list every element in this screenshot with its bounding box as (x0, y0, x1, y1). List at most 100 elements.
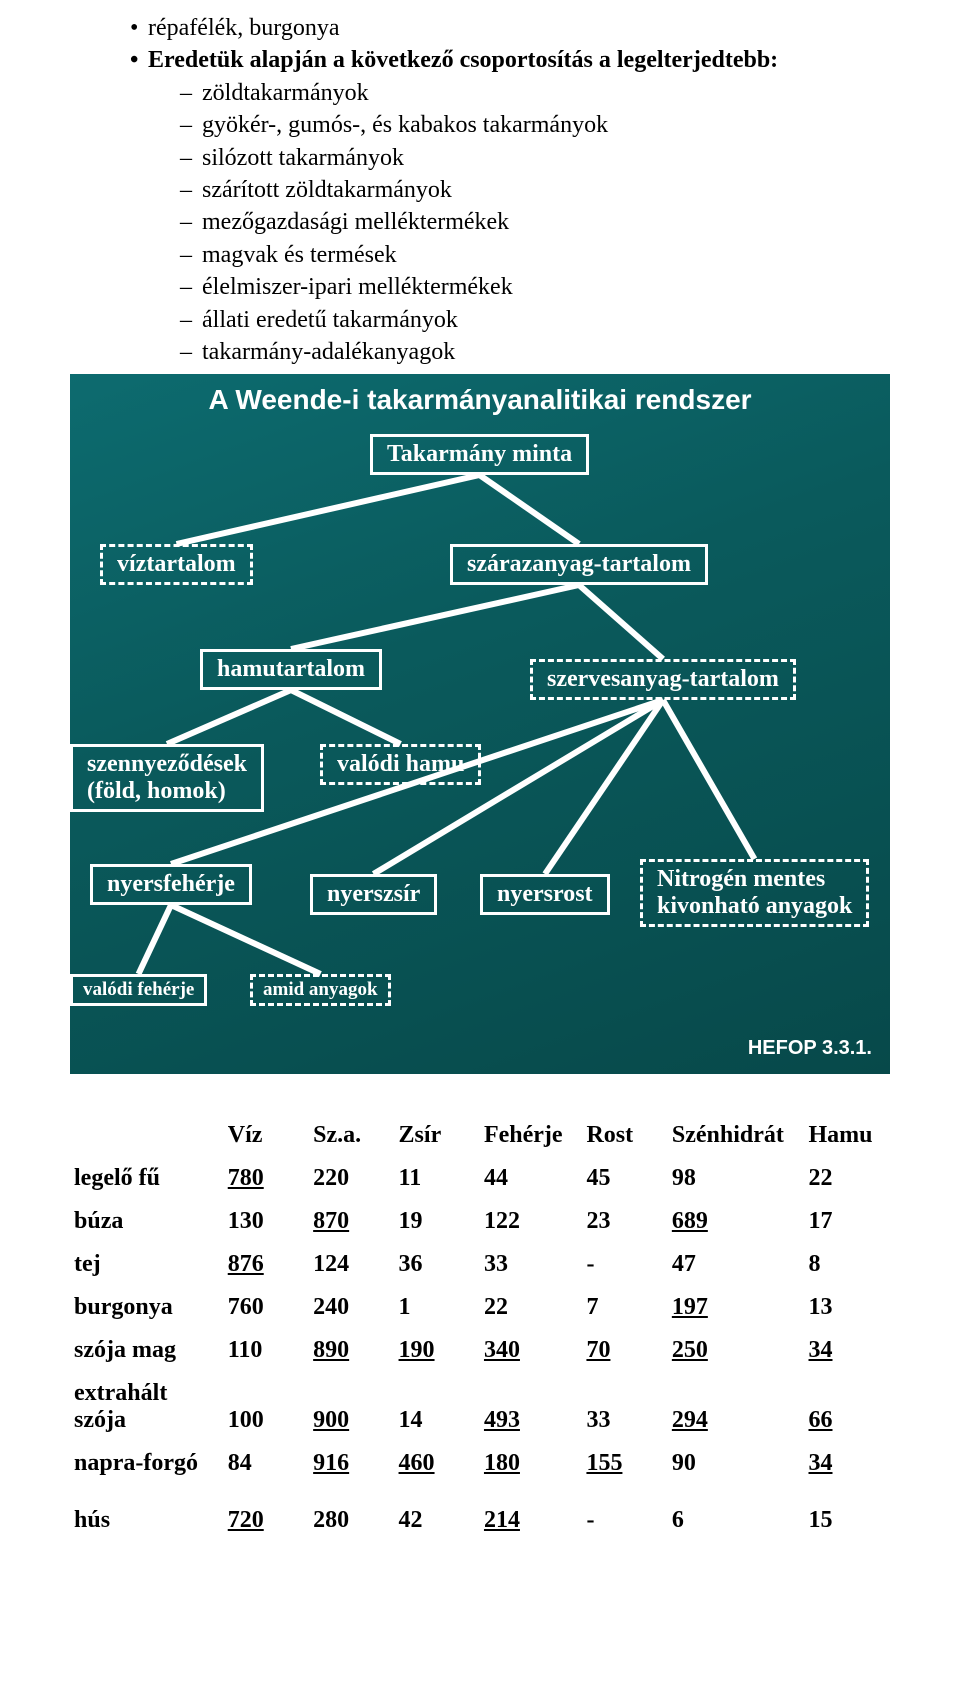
node-amid-anyagok: amid anyagok (250, 974, 391, 1006)
cell: 15 (805, 1499, 891, 1542)
bullet-lvl2-4: mezőgazdasági melléktermékek (180, 206, 890, 238)
bullet-lvl2-0: zöldtakarmányok (180, 77, 890, 109)
cell: 98 (668, 1157, 805, 1200)
row-name: napra-forgó (70, 1442, 224, 1485)
table-col-7: Hamu (805, 1114, 891, 1157)
cell: 66 (805, 1372, 891, 1442)
table-row: hús72028042214-615 (70, 1499, 890, 1542)
bullet-lvl2-5: magvak és termések (180, 239, 890, 271)
table-col-5: Rost (582, 1114, 667, 1157)
bullet-lvl2-3: szárított zöldtakarmányok (180, 174, 890, 206)
table-col-3: Zsír (395, 1114, 480, 1157)
row-name: legelő fű (70, 1157, 224, 1200)
bullet-lvl2-7: állati eredetű takarmányok (180, 304, 890, 336)
cell: 155 (582, 1442, 667, 1485)
cell: 84 (224, 1442, 309, 1485)
cell: 122 (480, 1200, 582, 1243)
diagram-footer-hefop: HEFOP 3.3.1. (748, 1037, 872, 1060)
cell: 460 (395, 1442, 480, 1485)
node-viztartalom: víztartalom (100, 544, 253, 585)
bullet-lvl1-eredetuk: Eredetük alapján a következő csoportosít… (130, 44, 890, 76)
cell: 23 (582, 1200, 667, 1243)
cell: 916 (309, 1442, 394, 1485)
cell: 22 (805, 1157, 891, 1200)
cell: 250 (668, 1329, 805, 1372)
bullet-list-level2: zöldtakarmányok gyökér-, gumós-, és kaba… (130, 77, 890, 369)
node-valodi-hamu: valódi hamu (320, 744, 481, 785)
cell: 90 (668, 1442, 805, 1485)
cell: 1 (395, 1286, 480, 1329)
table-row: legelő fű7802201144459822 (70, 1157, 890, 1200)
cell: 280 (309, 1499, 394, 1542)
table-col-0 (70, 1114, 224, 1157)
row-name: szója mag (70, 1329, 224, 1372)
cell: 876 (224, 1243, 309, 1286)
row-name: burgonya (70, 1286, 224, 1329)
cell: 47 (668, 1243, 805, 1286)
bullet-lvl2-6: élelmiszer-ipari melléktermékek (180, 271, 890, 303)
cell: 100 (224, 1372, 309, 1442)
table-col-6: Szénhidrát (668, 1114, 805, 1157)
table-col-1: Víz (224, 1114, 309, 1157)
node-root: Takarmány minta (370, 434, 589, 475)
table-row: szója mag1108901903407025034 (70, 1329, 890, 1372)
cell: 720 (224, 1499, 309, 1542)
row-name: extrahált szója (70, 1372, 224, 1442)
composition-table: VízSz.a.ZsírFehérjeRostSzénhidrátHamu le… (70, 1114, 890, 1542)
cell: 220 (309, 1157, 394, 1200)
table-header-row: VízSz.a.ZsírFehérjeRostSzénhidrátHamu (70, 1114, 890, 1157)
bullet-lvl2-8: takarmány-adalékanyagok (180, 336, 890, 368)
table-row: extrahált szója100900144933329466 (70, 1372, 890, 1442)
cell: 14 (395, 1372, 480, 1442)
node-szennyezodesek: szennyeződések(föld, homok) (70, 744, 264, 812)
cell: 45 (582, 1157, 667, 1200)
table-row: napra-forgó849164601801559034 (70, 1442, 890, 1485)
cell: 760 (224, 1286, 309, 1329)
bullet-list-level1: répafélék, burgonya Eredetük alapján a k… (70, 12, 890, 368)
row-name: tej (70, 1243, 224, 1286)
table-col-2: Sz.a. (309, 1114, 394, 1157)
table-row: búza130870191222368917 (70, 1200, 890, 1243)
cell: 130 (224, 1200, 309, 1243)
cell: 180 (480, 1442, 582, 1485)
row-name: búza (70, 1200, 224, 1243)
cell: 493 (480, 1372, 582, 1442)
composition-table-wrap: VízSz.a.ZsírFehérjeRostSzénhidrátHamu le… (70, 1114, 890, 1542)
table-col-4: Fehérje (480, 1114, 582, 1157)
cell: 33 (582, 1372, 667, 1442)
node-szervesanyag: szervesanyag-tartalom (530, 659, 796, 700)
bullet-lvl2-2: silózott takarmányok (180, 142, 890, 174)
table-head: VízSz.a.ZsírFehérjeRostSzénhidrátHamu (70, 1114, 890, 1157)
cell: 8 (805, 1243, 891, 1286)
bullet-lvl2-1: gyökér-, gumós-, és kabakos takarmányok (180, 109, 890, 141)
cell: 7 (582, 1286, 667, 1329)
cell: 17 (805, 1200, 891, 1243)
cell: 689 (668, 1200, 805, 1243)
node-hamutartalom: hamutartalom (200, 649, 382, 690)
node-nyerszsir: nyerszsír (310, 874, 437, 915)
cell: 294 (668, 1372, 805, 1442)
table-body: legelő fű7802201144459822búza13087019122… (70, 1157, 890, 1542)
cell: 44 (480, 1157, 582, 1200)
node-szarazanyag: szárazanyag-tartalom (450, 544, 708, 585)
cell: 11 (395, 1157, 480, 1200)
bullet-lvl1-repafelek: répafélék, burgonya (130, 12, 890, 44)
node-nyersrost: nyersrost (480, 874, 610, 915)
table-row: tej8761243633-478 (70, 1243, 890, 1286)
node-nitrogen: Nitrogén menteskivonható anyagok (640, 859, 869, 927)
cell: 110 (224, 1329, 309, 1372)
node-nyersfeherje: nyersfehérje (90, 864, 252, 905)
cell: 34 (805, 1329, 891, 1372)
diagram-title: A Weende-i takarmányanalitikai rendszer (70, 384, 890, 416)
cell: 70 (582, 1329, 667, 1372)
row-name: hús (70, 1499, 224, 1542)
cell: 340 (480, 1329, 582, 1372)
cell: 13 (805, 1286, 891, 1329)
cell: 870 (309, 1200, 394, 1243)
cell: 19 (395, 1200, 480, 1243)
cell: 900 (309, 1372, 394, 1442)
cell: 6 (668, 1499, 805, 1542)
cell: - (582, 1499, 667, 1542)
cell: 124 (309, 1243, 394, 1286)
cell: 190 (395, 1329, 480, 1372)
